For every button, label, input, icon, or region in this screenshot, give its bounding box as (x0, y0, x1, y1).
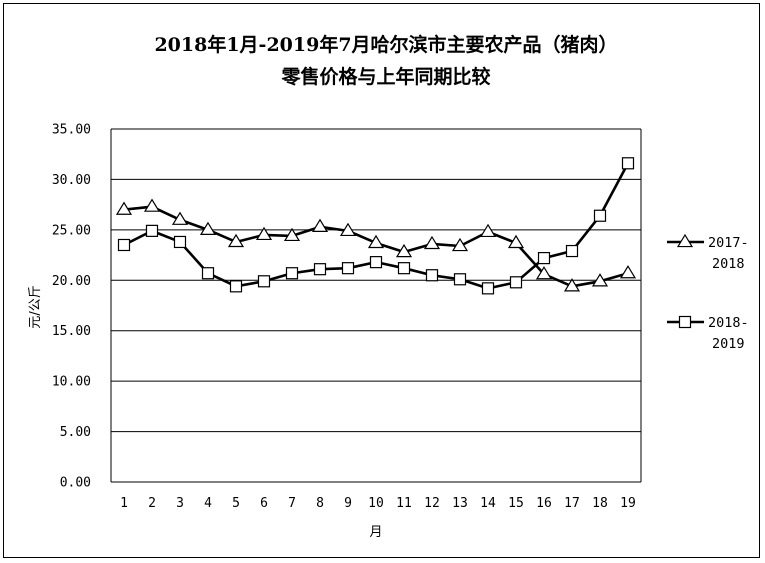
data-point-series-2 (621, 157, 635, 170)
data-point-series-2 (313, 263, 327, 276)
legend-marker-1 (676, 233, 694, 248)
data-point-series-2 (117, 238, 131, 252)
y-tick-label: 0.00 (60, 476, 91, 491)
x-tick-labels: 1 2 3 4 5 6 7 8 9 10 11 12 13 14 15 16 17 18 19 (120, 496, 636, 511)
data-point-series-1 (507, 234, 525, 249)
y-tick-label: 35.00 (52, 123, 91, 138)
x-tick-label: 16 (536, 496, 552, 511)
data-point-series-1 (227, 233, 245, 248)
data-point-series-2 (481, 282, 495, 295)
series-markers (115, 157, 637, 295)
y-axis-label: 元/公斤 (28, 285, 43, 328)
series-lines (123, 162, 630, 290)
x-tick-label: 9 (344, 496, 352, 511)
y-tick-label: 30.00 (52, 173, 91, 188)
data-point-series-1 (395, 243, 413, 258)
x-tick-label: 4 (204, 496, 212, 511)
data-point-series-2 (537, 251, 551, 265)
y-tick-label: 15.00 (52, 324, 91, 339)
y-tick-labels: 0.00 5.00 10.00 15.00 20.00 25.00 30.00 35.00 (52, 123, 91, 491)
data-point-series-2 (565, 244, 579, 258)
legend: 2017- 2018 2018- 2019 (667, 233, 749, 352)
data-point-series-1 (283, 227, 301, 242)
data-point-series-1 (451, 237, 469, 252)
x-tick-label: 3 (176, 496, 184, 511)
data-point-series-1 (199, 221, 217, 236)
x-tick-label: 14 (480, 496, 496, 511)
x-tick-label: 1 (120, 496, 128, 511)
data-point-series-2 (453, 273, 467, 286)
y-tick-label: 25.00 (52, 223, 91, 238)
data-point-series-1 (115, 201, 133, 215)
x-tick-label: 10 (368, 496, 384, 511)
data-point-series-1 (367, 234, 385, 249)
x-tick-label: 13 (452, 496, 468, 511)
y-tick-label: 10.00 (52, 375, 91, 390)
line-chart: 2018年1月-2019年7月哈尔滨市主要农产品（猪肉） 零售价格与上年同期比较… (28, 33, 749, 540)
x-tick-label: 11 (396, 496, 412, 511)
data-point-series-1 (171, 211, 189, 225)
x-tick-label: 8 (316, 496, 324, 511)
data-point-series-1 (143, 198, 161, 212)
data-point-series-1 (619, 265, 637, 279)
data-point-series-2 (229, 280, 243, 293)
data-point-series-2 (341, 262, 355, 275)
data-point-series-2 (201, 267, 215, 280)
data-point-series-2 (593, 209, 607, 222)
x-tick-label: 12 (424, 496, 440, 511)
legend-label-1: 2018 (712, 256, 745, 272)
x-tick-label: 7 (288, 496, 296, 511)
data-point-series-1 (255, 226, 273, 241)
data-point-series-1 (311, 218, 329, 232)
chart-frame: 2018年1月-2019年7月哈尔滨市主要农产品（猪肉） 零售价格与上年同期比较… (3, 3, 760, 558)
data-point-series-2 (369, 256, 383, 269)
x-tick-label: 15 (508, 496, 524, 511)
x-tick-label: 19 (620, 496, 636, 511)
data-point-series-1 (591, 273, 609, 287)
y-tick-label: 20.00 (52, 274, 91, 289)
data-point-series-2 (425, 269, 439, 282)
data-point-series-1 (479, 223, 497, 238)
data-point-series-2 (397, 262, 411, 275)
data-point-series-2 (509, 276, 523, 289)
legend-label-2: 2019 (712, 336, 745, 352)
legend-marker-2 (678, 315, 692, 329)
chart-title-line-2: 零售价格与上年同期比较 (280, 65, 490, 88)
y-tick-label: 5.00 (60, 425, 91, 440)
gridlines (110, 128, 642, 483)
x-tick-label: 17 (564, 496, 580, 511)
x-tick-label: 18 (592, 496, 608, 511)
data-point-series-2 (145, 224, 159, 237)
legend-label-1: 2017- (708, 235, 749, 251)
x-tick-label: 5 (232, 496, 240, 511)
data-point-series-1 (339, 222, 357, 237)
legend-label-2: 2018- (708, 315, 749, 331)
data-point-series-2 (173, 235, 187, 249)
data-point-series-1 (423, 235, 441, 250)
x-axis-label: 月 (369, 525, 382, 540)
chart-title-line-1: 2018年1月-2019年7月哈尔滨市主要农产品（猪肉） (154, 33, 617, 56)
x-tick-label: 6 (260, 496, 268, 511)
x-tick-label: 2 (148, 496, 156, 511)
data-point-series-2 (257, 275, 271, 288)
data-point-series-1 (563, 278, 581, 292)
data-point-series-1 (535, 266, 553, 280)
data-point-series-2 (285, 267, 299, 280)
